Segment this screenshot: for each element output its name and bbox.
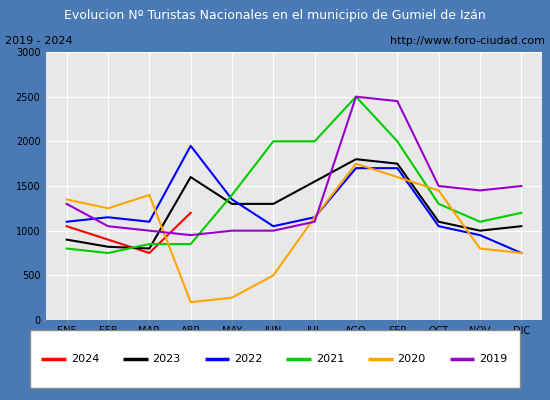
Text: 2024: 2024 bbox=[71, 354, 99, 364]
FancyBboxPatch shape bbox=[30, 330, 520, 388]
Text: 2021: 2021 bbox=[316, 354, 344, 364]
Text: 2020: 2020 bbox=[398, 354, 426, 364]
Text: Evolucion Nº Turistas Nacionales en el municipio de Gumiel de Izán: Evolucion Nº Turistas Nacionales en el m… bbox=[64, 8, 486, 22]
Text: 2019 - 2024: 2019 - 2024 bbox=[5, 36, 73, 46]
Text: 2019: 2019 bbox=[479, 354, 508, 364]
Text: http://www.foro-ciudad.com: http://www.foro-ciudad.com bbox=[390, 36, 545, 46]
Text: 2023: 2023 bbox=[152, 354, 181, 364]
Text: 2022: 2022 bbox=[234, 354, 262, 364]
